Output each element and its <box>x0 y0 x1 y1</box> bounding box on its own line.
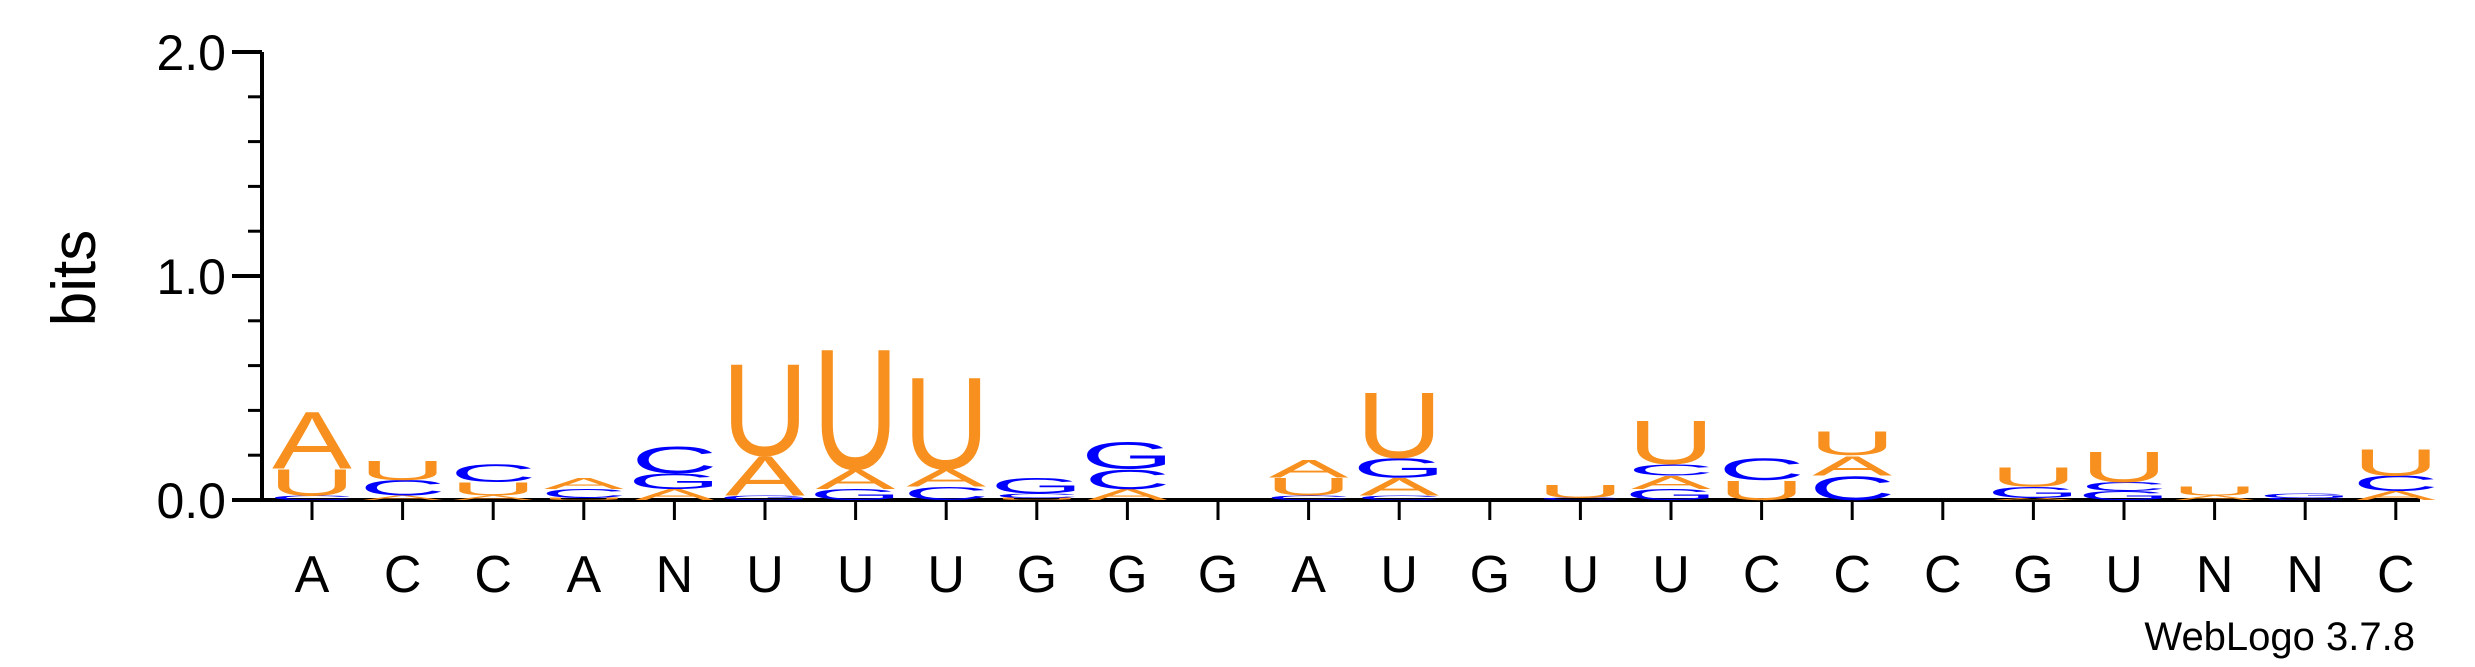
logo-letter-c: C <box>269 494 355 501</box>
x-tick-label: A <box>566 546 601 604</box>
logo-letter-a: A <box>272 395 352 487</box>
logo-letter-a: A <box>1269 455 1349 483</box>
y-tick-label: 2.0 <box>156 25 226 81</box>
x-tick-label: C <box>474 546 512 604</box>
logo-letter-c: C <box>1537 497 1623 500</box>
x-tick-label: C <box>2377 546 2415 604</box>
logo-letter-c: C <box>1718 452 1804 487</box>
logo-letter-u: U <box>903 349 989 497</box>
logo-letter-a: A <box>453 494 533 501</box>
logo-letter-u: U <box>450 479 536 500</box>
logo-letter-g: G <box>628 469 721 493</box>
x-tick-label: U <box>1562 546 1600 604</box>
x-tick-label: G <box>1198 546 1238 604</box>
logo-letter-a: A <box>635 486 715 503</box>
x-tick-label: C <box>1924 546 1962 604</box>
logo-letter-u: U <box>2353 441 2439 483</box>
logo-letter-a: A <box>1812 450 1892 481</box>
logo-letter-c: C <box>1265 494 1351 501</box>
weblogo-credit: WebLogo 3.7.8 <box>2144 615 2415 659</box>
logo-letter-u: U <box>1809 424 1895 463</box>
logo-letter-a: A <box>1994 497 2075 500</box>
x-tick-label: U <box>2105 546 2143 604</box>
logo-letter-a: A <box>816 463 896 494</box>
logo-letter-a: A <box>1359 473 1439 501</box>
logo-letter-u: U <box>269 462 355 504</box>
y-ticks: 0.0 1.0 2.0 <box>156 25 262 529</box>
logo-letter-c: C <box>2081 480 2167 494</box>
y-tick-label: 0.0 <box>156 473 226 529</box>
logo-letter-a: A <box>1088 486 1168 503</box>
logo-letter-a: A <box>2175 494 2255 501</box>
logo-letter-c: C <box>631 439 717 481</box>
logo-letter-a: A <box>1631 472 1711 493</box>
x-tick-label: N <box>656 546 694 604</box>
logo-letter-a: A <box>725 444 806 507</box>
logo-letter-g: G <box>719 494 812 501</box>
x-tick-label: G <box>1017 546 1057 604</box>
x-tick-label: G <box>1470 546 1510 604</box>
logo-letter-c: C <box>994 492 1080 499</box>
y-tick-label: 1.0 <box>156 249 226 305</box>
logo-letter-u: U <box>2171 484 2257 498</box>
logo-letter-g: G <box>1081 435 1174 477</box>
logo-letter-c: C <box>903 483 989 504</box>
logo-letter-a: A <box>363 494 443 501</box>
logo-letter-u: U <box>1356 373 1442 478</box>
x-tick-label: U <box>927 546 965 604</box>
logo-letter-u: U <box>722 336 808 484</box>
x-tick-label: A <box>295 546 330 604</box>
x-tick-label: N <box>2196 546 2234 604</box>
x-tick-label: U <box>837 546 875 604</box>
logo-letter-c: C <box>2353 471 2439 495</box>
x-tick-label: U <box>1380 546 1418 604</box>
logo-letter-g: G <box>1625 486 1718 503</box>
x-tick-label: A <box>1291 546 1326 604</box>
logo-letter-u: U <box>994 497 1080 500</box>
logo-letter-a: A <box>544 475 624 492</box>
logo-letter-u: U <box>812 314 898 506</box>
logo-letter-c: C <box>359 476 445 500</box>
x-tick-label: G <box>1107 546 1147 604</box>
x-tick-label: U <box>746 546 784 604</box>
logo-letter-c: C <box>541 486 627 500</box>
logo-letter-g: G <box>809 486 902 503</box>
y-axis-title: bits <box>40 230 109 326</box>
logo-letter-g: G <box>1987 484 2080 501</box>
logo-letter-u: U <box>1628 408 1714 478</box>
logo-letter-u: U <box>1265 473 1351 501</box>
logo-letter-u: U <box>2081 443 2167 492</box>
x-tick-label: N <box>2286 546 2324 604</box>
x-tick-label: C <box>384 546 422 604</box>
logo-letter-c: C <box>1628 461 1714 478</box>
logo-letter-g: G <box>2259 492 2352 499</box>
logo-letter-c: C <box>450 460 536 488</box>
logo-letter-c: C <box>2262 497 2348 500</box>
logo-letter-g: G <box>990 474 1083 498</box>
logo-letter-c: C <box>1356 494 1442 501</box>
x-tick-label: C <box>1743 546 1781 604</box>
x-tick-label: G <box>2013 546 2053 604</box>
logo-letter-g: G <box>1353 452 1446 483</box>
x-tick-label: U <box>1652 546 1690 604</box>
logo-letter-u: U <box>1990 461 2076 492</box>
logo-letter-c: C <box>1084 463 1170 494</box>
logo-letter-a: A <box>906 464 986 492</box>
logo-letter-u: U <box>1537 481 1623 502</box>
x-tick-label: C <box>1833 546 1871 604</box>
logo-letter-a: A <box>2356 489 2436 503</box>
logo-letter-u: U <box>541 497 627 500</box>
logo-letter-u: U <box>359 455 445 486</box>
logo-letter-g: G <box>2078 489 2171 503</box>
